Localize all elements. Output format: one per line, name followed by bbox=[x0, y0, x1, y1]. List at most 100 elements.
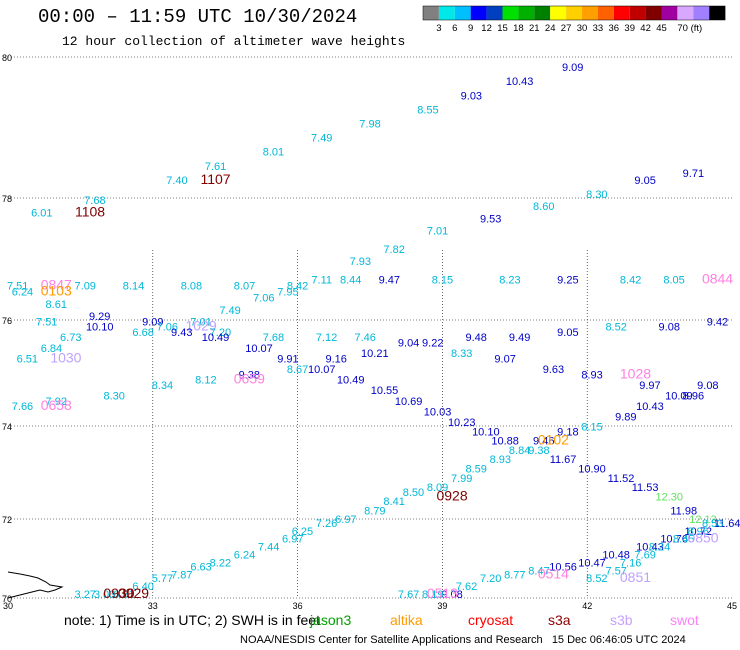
wave-height-label: 7.51 bbox=[36, 316, 57, 328]
legend-label: 42 bbox=[640, 23, 651, 34]
pass-time-label: 0847 bbox=[41, 277, 72, 293]
wave-height-label: 6.51 bbox=[113, 589, 134, 601]
wave-height-label: 11.52 bbox=[608, 473, 635, 485]
wave-height-label: 8.93 bbox=[490, 454, 511, 466]
wave-height-label: 6.01 bbox=[31, 207, 52, 219]
pass-time-label: 0659 bbox=[234, 371, 265, 387]
satellite-name: jason3 bbox=[309, 612, 351, 628]
wave-height-label: 9.38 bbox=[528, 445, 549, 457]
wave-height-label: 8.08 bbox=[181, 281, 202, 293]
legend-label: 70 (ft) bbox=[677, 23, 702, 34]
wave-height-label: 8.07 bbox=[234, 281, 255, 293]
wave-height-label: 7.11 bbox=[311, 274, 332, 286]
wave-height-label: 7.62 bbox=[456, 581, 477, 593]
wave-height-label: 7.69 bbox=[634, 550, 655, 562]
legend-label: 33 bbox=[593, 23, 604, 34]
wave-height-label: 7.20 bbox=[480, 573, 501, 585]
wave-height-label: 7.66 bbox=[12, 401, 33, 413]
wave-height-label: 8.79 bbox=[364, 505, 385, 517]
wave-height-label: 8.77 bbox=[504, 569, 525, 581]
wave-height-label: 8.24 bbox=[649, 542, 670, 554]
legend-swatch bbox=[661, 6, 678, 20]
wave-height-label: 8.22 bbox=[210, 557, 231, 569]
wave-height-label: 9.43 bbox=[171, 327, 192, 339]
wave-height-label: 11.64 bbox=[714, 518, 740, 530]
wave-height-label: 9.05 bbox=[557, 327, 578, 339]
wave-height-label: 6.24 bbox=[12, 287, 33, 299]
wave-height-label: 9.09 bbox=[562, 62, 583, 74]
wave-height-label: 7.26 bbox=[316, 518, 337, 530]
wave-height-label: 8.01 bbox=[263, 147, 284, 159]
wave-height-label: 9.25 bbox=[557, 274, 578, 286]
legend-label: 39 bbox=[624, 23, 635, 34]
wave-height-label: 7.57 bbox=[605, 565, 626, 577]
legend-swatch bbox=[645, 6, 662, 20]
pass-time-label: 0928 bbox=[436, 487, 467, 503]
wave-height-label: 6.40 bbox=[132, 581, 153, 593]
lon-tick-label: 39 bbox=[437, 601, 447, 611]
pass-time-label: 1029 bbox=[185, 318, 216, 334]
wave-height-label: 8.33 bbox=[451, 348, 472, 360]
wave-height-label: 10.88 bbox=[491, 436, 519, 448]
pass-time-label: 1108 bbox=[75, 203, 105, 219]
wave-height-label: 9.46 bbox=[533, 436, 554, 448]
wave-height-label: 9.08 bbox=[441, 589, 462, 601]
lon-tick-label: 45 bbox=[727, 601, 737, 611]
wave-height-label: 9.42 bbox=[707, 316, 728, 328]
wave-height-label: 7.49 bbox=[311, 133, 332, 145]
pass-time-label: 0930 bbox=[103, 585, 134, 601]
wave-height-label: 6.25 bbox=[292, 526, 313, 538]
wave-height-label: 10.43 bbox=[636, 401, 664, 413]
wave-height-label: 8.45 bbox=[673, 534, 694, 546]
legend-swatch bbox=[438, 6, 455, 20]
wave-height-label: 11.53 bbox=[632, 482, 659, 494]
legend-label: 18 bbox=[513, 23, 524, 34]
wave-height-label: 10.10 bbox=[472, 426, 500, 438]
wave-height-label: 8.05 bbox=[663, 274, 684, 286]
wave-height-label: 10.72 bbox=[684, 526, 712, 538]
wave-height-label: 9.22 bbox=[422, 338, 443, 350]
lon-tick-label: 33 bbox=[148, 601, 158, 611]
pass-time-label: 0844 bbox=[702, 270, 733, 286]
wave-height-label: 3.27 bbox=[75, 589, 96, 601]
satellite-name: altika bbox=[390, 612, 423, 628]
legend-label: 30 bbox=[577, 23, 588, 34]
wave-height-label: 10.55 bbox=[371, 385, 399, 397]
legend-label: 6 bbox=[452, 23, 457, 34]
wave-height-label: 6.84 bbox=[41, 343, 62, 355]
lat-tick-label: 70 bbox=[2, 594, 12, 604]
legend-swatch bbox=[709, 6, 726, 20]
wave-height-label: 10.56 bbox=[549, 561, 577, 573]
wave-height-label: 6.68 bbox=[132, 327, 153, 339]
wave-height-label: 10.07 bbox=[308, 364, 336, 376]
wave-height-label: 8.53 bbox=[702, 518, 723, 530]
wave-height-label: 8.47 bbox=[528, 565, 549, 577]
wave-height-label: 8.12 bbox=[195, 375, 216, 387]
wave-height-label: 11.98 bbox=[670, 505, 697, 517]
legend-swatch bbox=[677, 6, 694, 20]
wave-height-label: 10.47 bbox=[578, 557, 606, 569]
satellite-name: s3a bbox=[548, 612, 571, 628]
legend-swatch bbox=[454, 6, 471, 20]
wave-height-label: 8.41 bbox=[383, 496, 404, 508]
wave-height-label: 9.89 bbox=[615, 412, 636, 424]
wave-height-label: 8.15 bbox=[581, 422, 602, 434]
wave-height-label: 8.23 bbox=[499, 274, 520, 286]
wave-height-label: 10.03 bbox=[424, 406, 452, 418]
legend-swatch bbox=[693, 6, 710, 20]
lon-tick-label: 36 bbox=[293, 601, 303, 611]
wave-height-label: 8.93 bbox=[581, 369, 602, 381]
wave-height-label: 7.44 bbox=[258, 542, 279, 554]
pass-time-label: 1030 bbox=[50, 349, 81, 365]
wave-height-label: 6.24 bbox=[234, 550, 255, 562]
wave-height-label: 8.67 bbox=[287, 364, 308, 376]
wave-height-label: 7.67 bbox=[398, 589, 419, 601]
wave-height-label: 10.23 bbox=[448, 417, 476, 429]
wave-height-label: 7.95 bbox=[277, 287, 298, 299]
wave-height-label: 9.08 bbox=[659, 322, 680, 334]
wave-height-label: 7.01 bbox=[190, 316, 211, 328]
wave-height-label: 6.97 bbox=[335, 514, 356, 526]
wave-height-label: 7.98 bbox=[359, 119, 380, 131]
legend-swatch bbox=[566, 6, 582, 20]
wave-height-label: 9.63 bbox=[543, 364, 564, 376]
